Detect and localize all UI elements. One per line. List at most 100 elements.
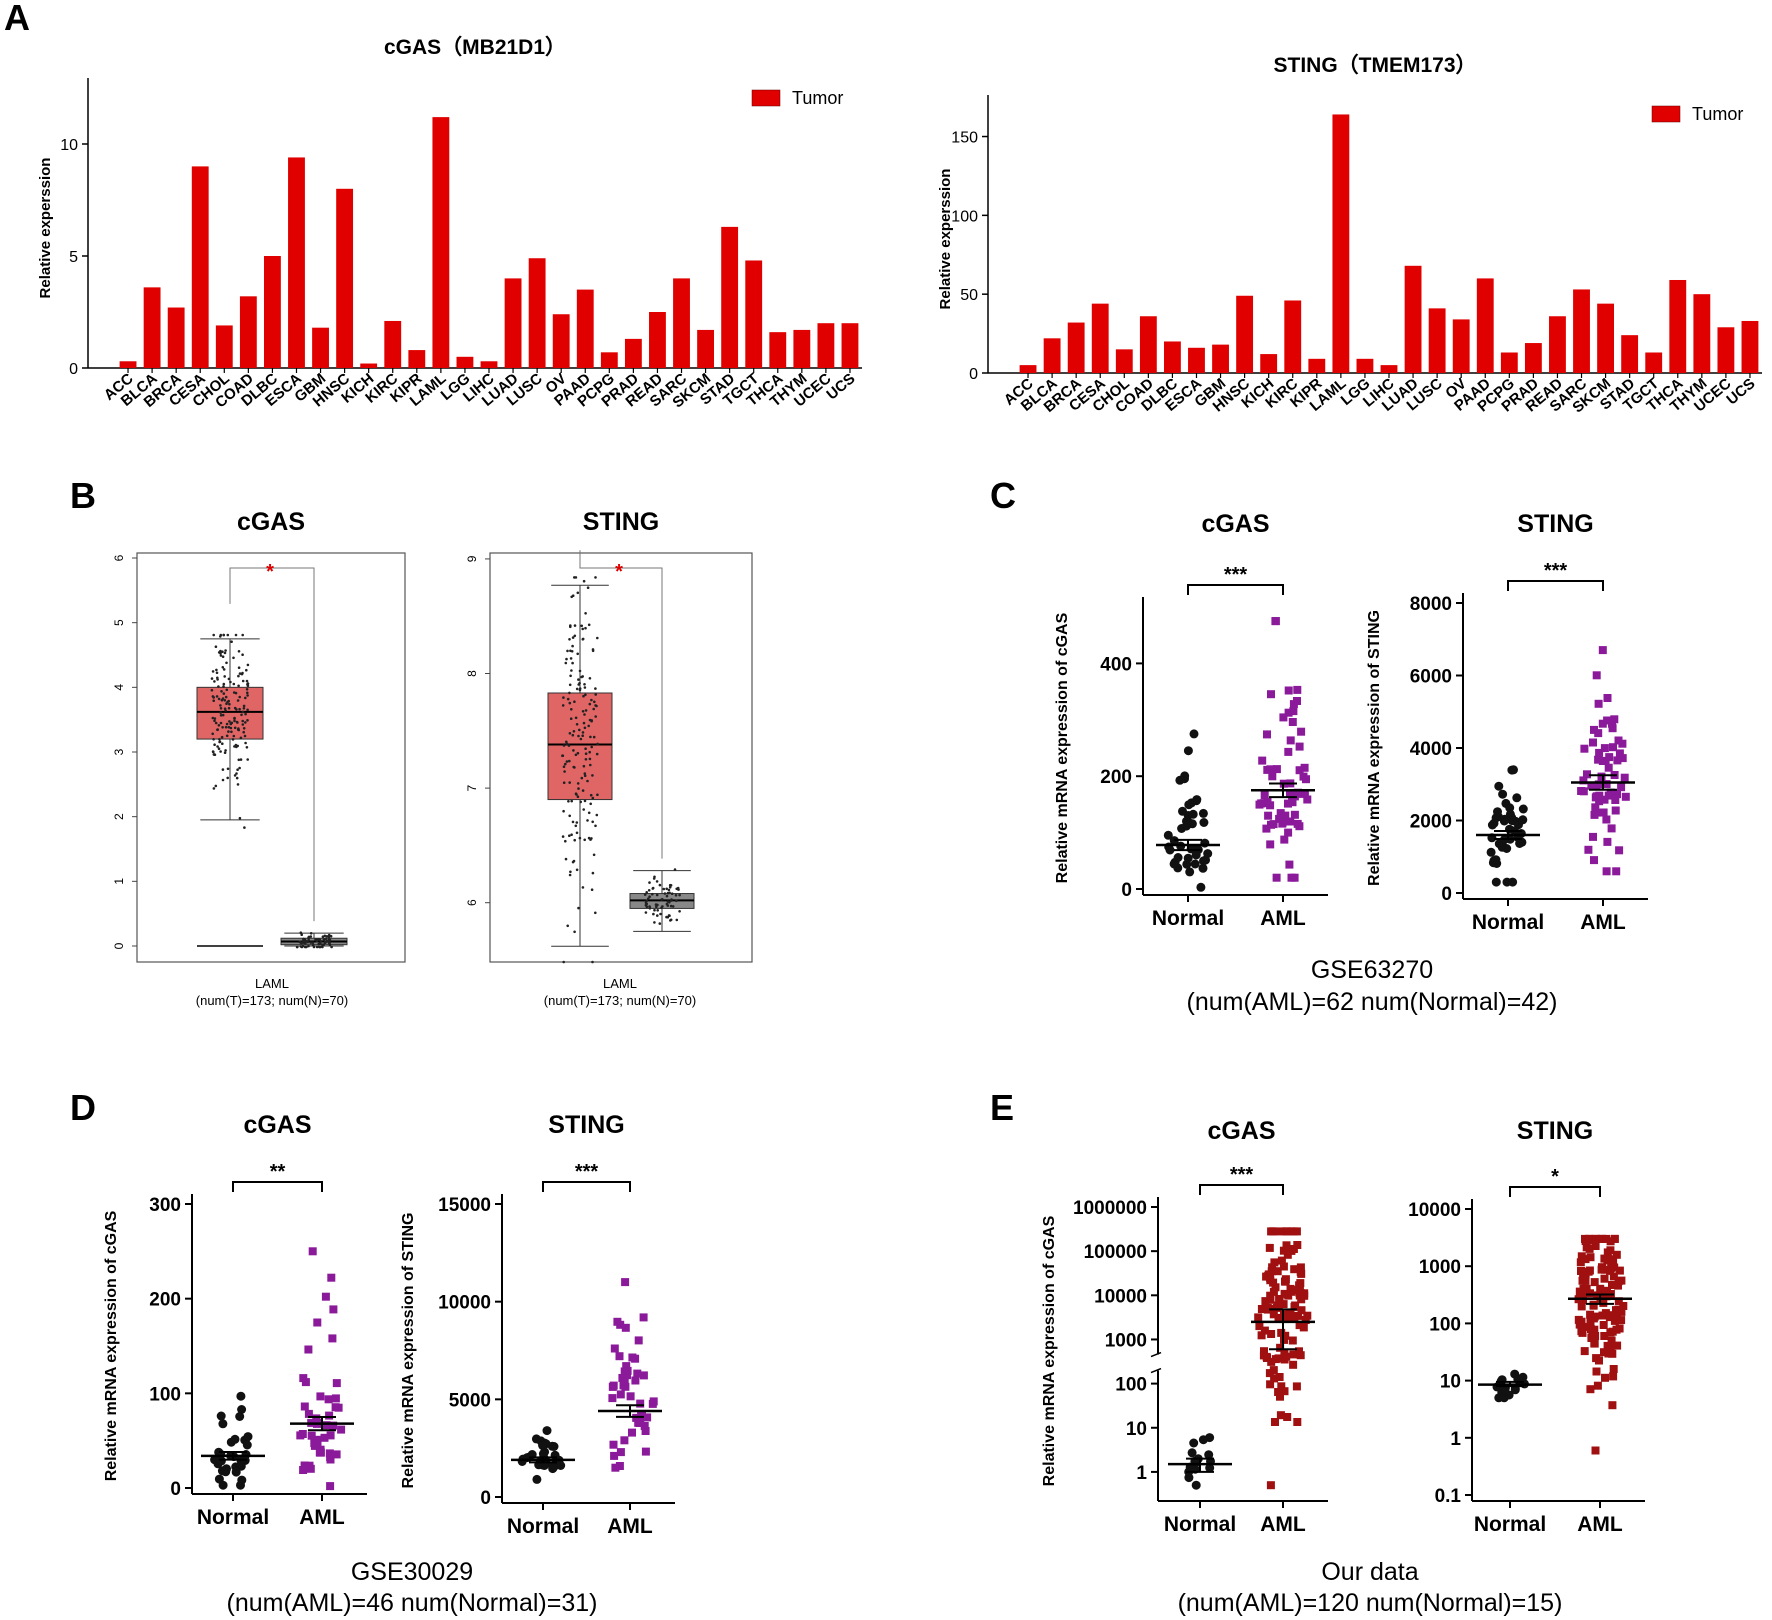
aml-data-point — [1269, 1310, 1278, 1319]
normal-data-point — [538, 1449, 548, 1459]
data-point — [562, 781, 566, 784]
normal-data-point — [1512, 793, 1522, 803]
aml-data-point — [616, 1448, 625, 1457]
data-point — [591, 960, 594, 964]
data-point — [245, 668, 248, 672]
data-point — [562, 809, 565, 813]
data-point — [658, 922, 662, 925]
data-point — [299, 945, 303, 948]
aml-data-point — [1591, 1332, 1600, 1340]
data-point — [562, 765, 566, 768]
bar-chol — [215, 325, 233, 368]
aml-data-point — [1598, 646, 1607, 655]
y-axis-label: Relative mRNA expression of STING — [400, 1213, 417, 1489]
data-point — [241, 710, 245, 714]
aml-data-point — [1577, 1252, 1586, 1261]
aml-data-point — [312, 1414, 321, 1423]
aml-data-point — [616, 1390, 625, 1399]
data-point — [321, 945, 324, 949]
aml-data-point — [1602, 780, 1611, 789]
data-point — [239, 736, 243, 740]
aml-data-point — [298, 1430, 307, 1438]
y-tick-label: 100 — [1429, 1314, 1461, 1335]
aml-data-point — [1296, 1263, 1305, 1272]
data-point — [571, 594, 575, 597]
data-point — [582, 764, 586, 768]
data-point — [648, 895, 651, 898]
y-tick-label: 10000 — [1408, 1200, 1461, 1221]
aml-data-point — [1603, 694, 1612, 702]
aml-data-point — [1279, 1262, 1288, 1271]
data-point — [311, 943, 315, 947]
x-tick-label-normal: Normal — [507, 1515, 579, 1538]
data-point — [304, 942, 307, 945]
aml-data-point — [1586, 1385, 1595, 1394]
data-point — [678, 910, 681, 913]
aml-data-point — [1296, 1289, 1305, 1297]
normal-data-point — [1183, 746, 1193, 756]
data-point — [219, 654, 223, 657]
data-point — [211, 670, 215, 673]
y-tick-label: 5 — [69, 249, 78, 266]
data-point — [670, 892, 674, 895]
data-point — [569, 674, 572, 678]
data-point — [584, 693, 587, 697]
aml-data-point — [1274, 1354, 1283, 1363]
axis-break-gap — [1154, 1354, 1162, 1371]
data-point — [235, 776, 239, 780]
x-tick-label-normal: Normal — [1474, 1513, 1546, 1536]
aml-data-point — [640, 1422, 649, 1430]
aml-data-point — [1268, 772, 1277, 781]
data-point — [210, 688, 214, 692]
axis-break-mark — [1150, 1351, 1162, 1358]
data-point — [572, 749, 575, 752]
data-point — [595, 813, 599, 817]
aml-data-point — [1593, 1381, 1602, 1390]
aml-data-point — [1257, 799, 1266, 808]
data-point — [583, 713, 586, 716]
aml-data-point — [1283, 1313, 1292, 1322]
bar-laml — [1332, 114, 1350, 373]
data-point — [584, 626, 587, 630]
data-point — [225, 661, 228, 665]
aml-data-point — [1603, 1286, 1611, 1295]
data-point — [214, 645, 218, 648]
aml-data-point — [1272, 765, 1281, 774]
aml-data-point — [1592, 671, 1601, 680]
aml-data-point — [1613, 1341, 1622, 1350]
y-tick-label: 200 — [1100, 767, 1132, 788]
aml-data-point — [322, 1421, 331, 1430]
normal-data-point — [547, 1441, 557, 1451]
data-point — [578, 836, 582, 840]
data-point — [327, 933, 331, 937]
data-point — [581, 675, 584, 678]
normal-data-point — [1188, 809, 1198, 819]
bar-blca — [1043, 338, 1061, 373]
aml-data-point — [326, 1453, 335, 1462]
bar-hnsc — [1236, 295, 1254, 373]
scatter-e-sting: STING 0.1 1 10 100 1000 10000 Normal AML * — [1408, 1117, 1645, 1536]
legend-label: Tumor — [1692, 104, 1743, 124]
normal-data-point — [1500, 1385, 1510, 1395]
data-point — [246, 719, 249, 722]
normal-data-point — [1518, 815, 1528, 825]
d-count-label: (num(AML)=46 num(Normal)=31) — [227, 1589, 598, 1617]
normal-data-point — [236, 1461, 246, 1471]
aml-data-point — [631, 1376, 640, 1385]
data-point — [222, 633, 225, 637]
data-point — [573, 634, 577, 638]
aml-data-point — [1292, 1382, 1301, 1391]
aml-data-point — [1590, 856, 1598, 865]
aml-data-point — [1602, 1234, 1610, 1243]
aml-data-point — [1608, 724, 1617, 733]
bar-cesa — [191, 166, 209, 368]
aml-data-point — [1293, 1418, 1302, 1426]
significance-bracket — [229, 567, 315, 922]
bar-esca — [288, 157, 305, 368]
normal-data-point — [1196, 882, 1206, 892]
aml-data-point — [1578, 1290, 1587, 1299]
data-point — [238, 707, 241, 711]
bar-lusc — [528, 258, 546, 368]
data-point — [232, 656, 235, 660]
data-point — [668, 914, 671, 917]
